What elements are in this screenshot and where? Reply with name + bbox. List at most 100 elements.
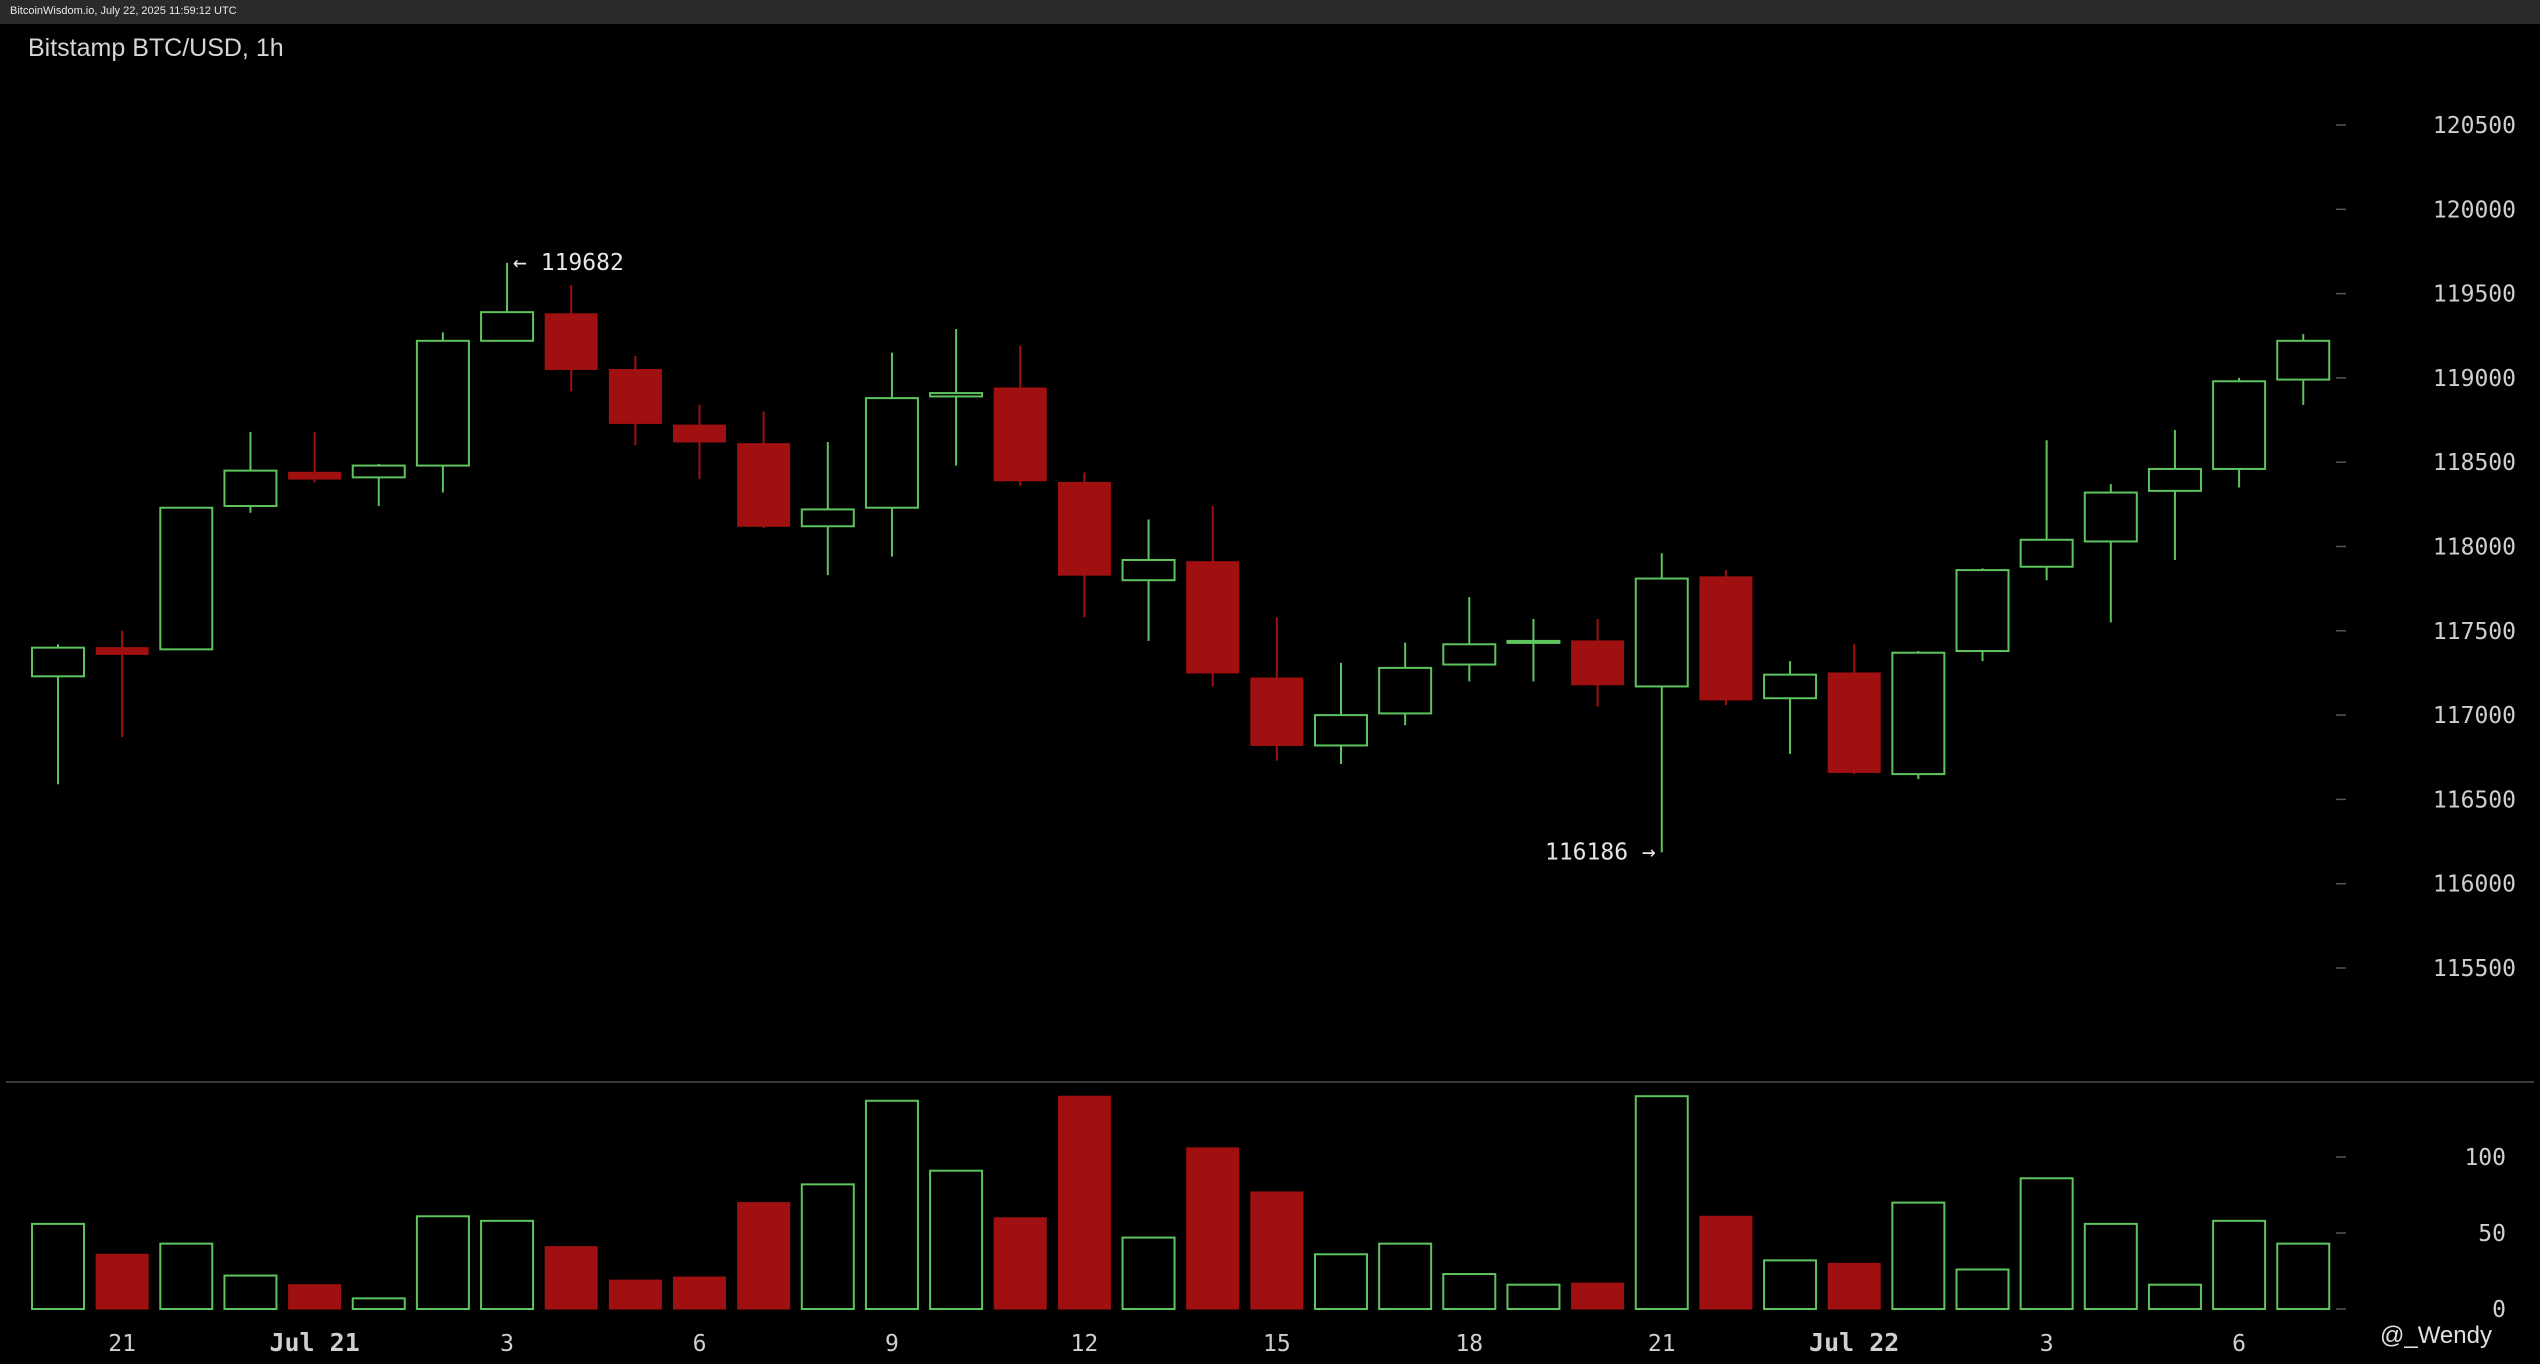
source-bar: BitcoinWisdom.io, July 22, 2025 11:59:12… (0, 0, 2540, 24)
time-tick-label: 21 (1648, 1331, 1676, 1357)
candle-body-up (1634, 577, 1689, 688)
volume-bar-up (1121, 1236, 1176, 1311)
volume-bar-up (1634, 1095, 1689, 1310)
volume-bar-up (159, 1242, 214, 1311)
volume-axis: 0 50 100 (2336, 1145, 2506, 1323)
time-tick-label: 3 (500, 1331, 514, 1357)
volume-bar-down (288, 1284, 342, 1310)
candles (31, 262, 2331, 853)
time-tick-label: Jul 22 (1809, 1328, 1899, 1357)
candle-body-down (673, 424, 726, 443)
candle-body-down (737, 443, 791, 527)
volume-bar-up (1506, 1283, 1561, 1311)
time-axis: 21 Jul 21 3 6 9 12 15 18 21 Jul 22 3 6 (108, 1328, 2246, 1357)
volume-bar-down (608, 1279, 662, 1310)
time-tick-label: 6 (2232, 1331, 2246, 1357)
volume-bar-up (31, 1222, 85, 1311)
candle-body-up (929, 392, 984, 398)
volume-bar-up (351, 1297, 406, 1310)
candle-body-down (1057, 481, 1111, 576)
candle-body-down (1250, 677, 1304, 746)
candle-body-down (544, 313, 598, 370)
volume-bar-up (1378, 1242, 1433, 1311)
price-tick-label: 118000 (2433, 535, 2516, 561)
price-tick-label: 120500 (2433, 113, 2516, 139)
volume-bar-down (1827, 1262, 1881, 1310)
price-tick-label: 119500 (2433, 282, 2516, 308)
volume-bar-down (1250, 1191, 1304, 1310)
candle-body-up (351, 464, 406, 479)
candle-body-down (1571, 640, 1625, 686)
price-tick-label: 117000 (2433, 703, 2516, 729)
candle-body-up (415, 339, 470, 467)
annotations: ← 119682 116186 → (513, 250, 1656, 865)
volume-bar-up (1891, 1201, 1946, 1310)
time-tick-label: Jul 21 (269, 1328, 359, 1357)
volume-bar-up (800, 1183, 855, 1310)
price-tick-label: 120000 (2433, 197, 2516, 223)
candle-body-down (1186, 561, 1240, 674)
candle-body-up (2147, 467, 2202, 492)
price-tick-label: 115500 (2433, 956, 2516, 982)
watermark: @_Wendy (2380, 1322, 2492, 1350)
price-tick-label: 118500 (2433, 450, 2516, 476)
volume-bar-up (864, 1099, 919, 1311)
price-axis: 115500 116000 116500 117000 117500 118000 1185… (2336, 113, 2516, 982)
candle-body-up (1763, 673, 1818, 700)
time-tick-label: 15 (1263, 1331, 1291, 1357)
candle-body-down (95, 647, 149, 655)
time-tick-label: 6 (693, 1331, 707, 1357)
volume-bar-up (2019, 1177, 2074, 1311)
volume-tick-label: 100 (2464, 1145, 2506, 1171)
time-tick-label: 3 (2040, 1331, 2054, 1357)
volume-bar-down (993, 1217, 1047, 1310)
volume-bar-down (1699, 1215, 1753, 1310)
volume-bar-up (2083, 1222, 2138, 1311)
candle-body-down (1699, 576, 1753, 701)
high-annotation: ← 119682 (513, 250, 624, 276)
candle-body-up (1891, 651, 1946, 776)
volume-bar-down (1057, 1095, 1111, 1310)
candle-body-up (864, 397, 919, 509)
volume-bar-up (1442, 1273, 1497, 1311)
volume-bar-up (1763, 1259, 1818, 1310)
volume-bar-up (2147, 1283, 2202, 1311)
source-line: BitcoinWisdom.io, July 22, 2025 11:59:12… (10, 5, 237, 17)
candle-body-up (2212, 380, 2267, 470)
watermark-text: @_Wendy (2380, 1322, 2492, 1349)
volume-bar-up (2212, 1219, 2267, 1310)
candle-body-up (2276, 339, 2331, 381)
candle-body-up (223, 469, 278, 508)
volume-bar-down (1571, 1282, 1625, 1310)
volume-bar-up (480, 1219, 535, 1310)
candle-body-up (1442, 643, 1497, 666)
volume-bar-down (737, 1202, 791, 1310)
price-tick-label: 116000 (2433, 872, 2516, 898)
time-tick-label: 9 (885, 1331, 899, 1357)
candle-body-down (608, 368, 662, 424)
candle-body-down (993, 387, 1047, 482)
volume-bar-up (223, 1274, 278, 1311)
low-annotation: 116186 → (1545, 839, 1656, 865)
candle-body-up (1955, 569, 2010, 653)
candle-body-up (31, 646, 85, 678)
price-tick-label: 116500 (2433, 787, 2516, 813)
volume-tick-label: 50 (2478, 1221, 2506, 1247)
candle-body-up (1506, 639, 1561, 644)
candle-body-up (1121, 558, 1176, 582)
candle-body-up (1378, 666, 1433, 715)
volume-bar-down (544, 1246, 598, 1310)
price-tick-label: 119000 (2433, 366, 2516, 392)
candle-body-down (1827, 672, 1881, 773)
volume-bar-down (95, 1253, 149, 1310)
time-tick-label: 21 (108, 1331, 136, 1357)
time-tick-label: 18 (1455, 1331, 1483, 1357)
volume-bar-up (415, 1215, 470, 1311)
candle-body-up (2019, 538, 2074, 568)
volume-bar-down (673, 1276, 726, 1310)
candle-body-up (800, 508, 855, 528)
volume-bar-up (2276, 1242, 2331, 1311)
candle-body-up (1314, 714, 1368, 747)
volume-bar-down (1186, 1147, 1240, 1310)
